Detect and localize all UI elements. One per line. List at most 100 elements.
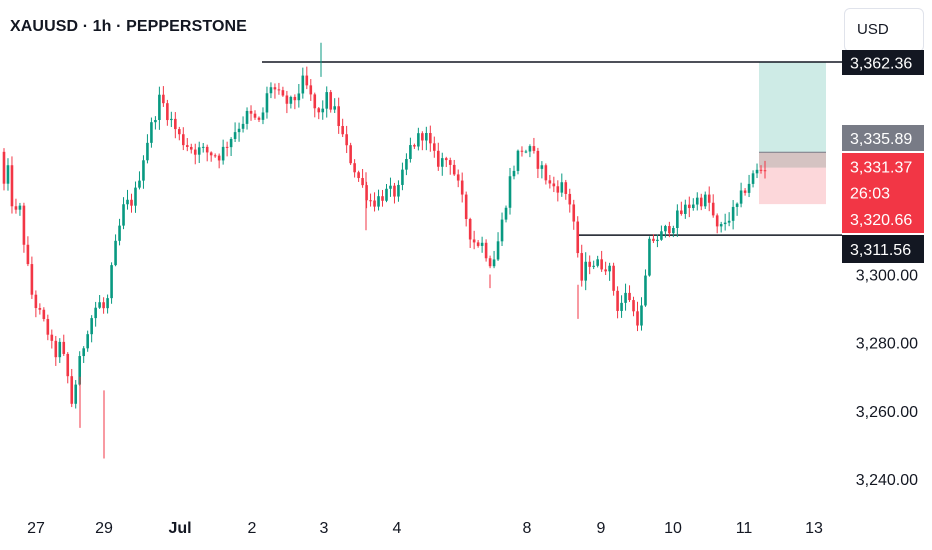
candle-body <box>492 259 496 267</box>
candle-body <box>34 294 38 309</box>
candle-body <box>341 126 344 135</box>
candle-body <box>70 376 74 404</box>
candle-body <box>417 133 420 147</box>
candle-body <box>731 206 735 221</box>
time-axis[interactable]: 27 29 Jul 2 3 4 8 9 10 11 13 <box>27 520 823 537</box>
candlesticks <box>2 42 767 459</box>
candle-body <box>174 118 177 130</box>
candle-body <box>504 207 508 220</box>
candle-body <box>703 194 707 207</box>
candle-body <box>456 174 460 181</box>
price-tags: 3,362.36 3,335.89 3,331.37 26:03 3,320.66 3,3… <box>842 50 924 263</box>
candle-body <box>524 151 528 153</box>
candle-body <box>588 261 591 267</box>
candle-body <box>719 224 723 227</box>
candle-body <box>691 204 695 209</box>
candle-body <box>699 197 703 207</box>
candle-body <box>592 265 595 267</box>
candle-body <box>289 96 293 104</box>
candle-body <box>540 165 544 169</box>
candle-body <box>122 204 125 226</box>
candle-body <box>361 178 364 186</box>
candle-body <box>205 146 209 153</box>
x-tick-label: 29 <box>95 520 113 537</box>
candle-body <box>166 103 169 121</box>
candle-body <box>421 133 424 141</box>
candle-body <box>508 176 512 208</box>
candle-body <box>735 203 739 207</box>
x-tick-label: 13 <box>805 520 823 537</box>
candle-body <box>146 142 149 161</box>
y-tick-label: 3,280.00 <box>856 336 918 353</box>
price-tag-bg <box>842 235 924 263</box>
candle-body <box>30 264 34 295</box>
candle-body <box>189 146 193 150</box>
candle-body <box>763 170 767 172</box>
candle-body <box>739 190 743 204</box>
candle-body <box>484 242 488 259</box>
candle-body <box>245 110 249 124</box>
candle-body <box>500 219 504 242</box>
candle-body <box>305 75 309 86</box>
candle-body <box>516 150 520 171</box>
chart-title: XAUUSD · 1h · PEPPERSTONE <box>10 18 247 35</box>
candle-body <box>452 164 456 175</box>
y-tick-label: 3,240.00 <box>856 472 918 489</box>
horizontal-lines[interactable] <box>262 61 842 236</box>
candle-body <box>624 292 627 303</box>
candle-body <box>18 205 22 210</box>
candle-body <box>78 356 82 385</box>
candle-body <box>110 265 113 299</box>
candle-body <box>2 151 6 184</box>
candle-body <box>680 210 683 214</box>
candle-body <box>444 158 448 161</box>
candle-body <box>178 129 181 135</box>
candle-body <box>532 146 536 151</box>
candle-body <box>608 265 611 272</box>
candle-body <box>98 302 101 308</box>
candle-body <box>676 210 679 229</box>
candle-body <box>723 222 727 225</box>
candle-body <box>273 87 277 90</box>
price-axis[interactable]: 3,300.00 3,280.00 3,260.00 3,240.00 <box>856 268 918 489</box>
candle-body <box>759 169 763 171</box>
candle-body <box>564 182 568 194</box>
candle-body <box>632 300 635 312</box>
long-position-tool[interactable] <box>759 62 826 205</box>
candle-body <box>715 215 719 227</box>
candle-body <box>50 334 54 341</box>
candle-body <box>727 220 731 223</box>
candle-body <box>401 169 404 185</box>
candle-body <box>520 150 524 152</box>
candle-body <box>134 187 137 206</box>
position-stop-zone <box>759 167 826 205</box>
candle-body <box>233 132 237 139</box>
candle-body <box>138 180 141 188</box>
candle-body <box>10 165 14 207</box>
candle-body <box>660 231 663 240</box>
candle-body <box>365 185 368 201</box>
candle-body <box>373 200 376 207</box>
x-tick-label: 27 <box>27 520 45 537</box>
candle-body <box>221 146 225 161</box>
candle-body <box>648 238 651 276</box>
candle-body <box>321 108 325 113</box>
candle-body <box>357 172 360 179</box>
candle-body <box>668 226 671 234</box>
price-tag-bg <box>842 125 924 151</box>
candle-body <box>413 145 416 147</box>
candle-body <box>106 298 109 309</box>
candle-body <box>6 165 10 184</box>
candle-body <box>193 149 197 155</box>
candle-body <box>572 204 576 222</box>
candle-body <box>217 155 221 161</box>
price-tag-label: 3,335.89 <box>850 131 912 148</box>
candle-body <box>74 384 78 404</box>
candle-body <box>480 242 484 246</box>
candle-body <box>150 122 153 143</box>
candle-body <box>313 94 317 109</box>
candle-body <box>468 219 472 240</box>
candle-body <box>568 193 572 205</box>
candle-body <box>170 118 173 121</box>
